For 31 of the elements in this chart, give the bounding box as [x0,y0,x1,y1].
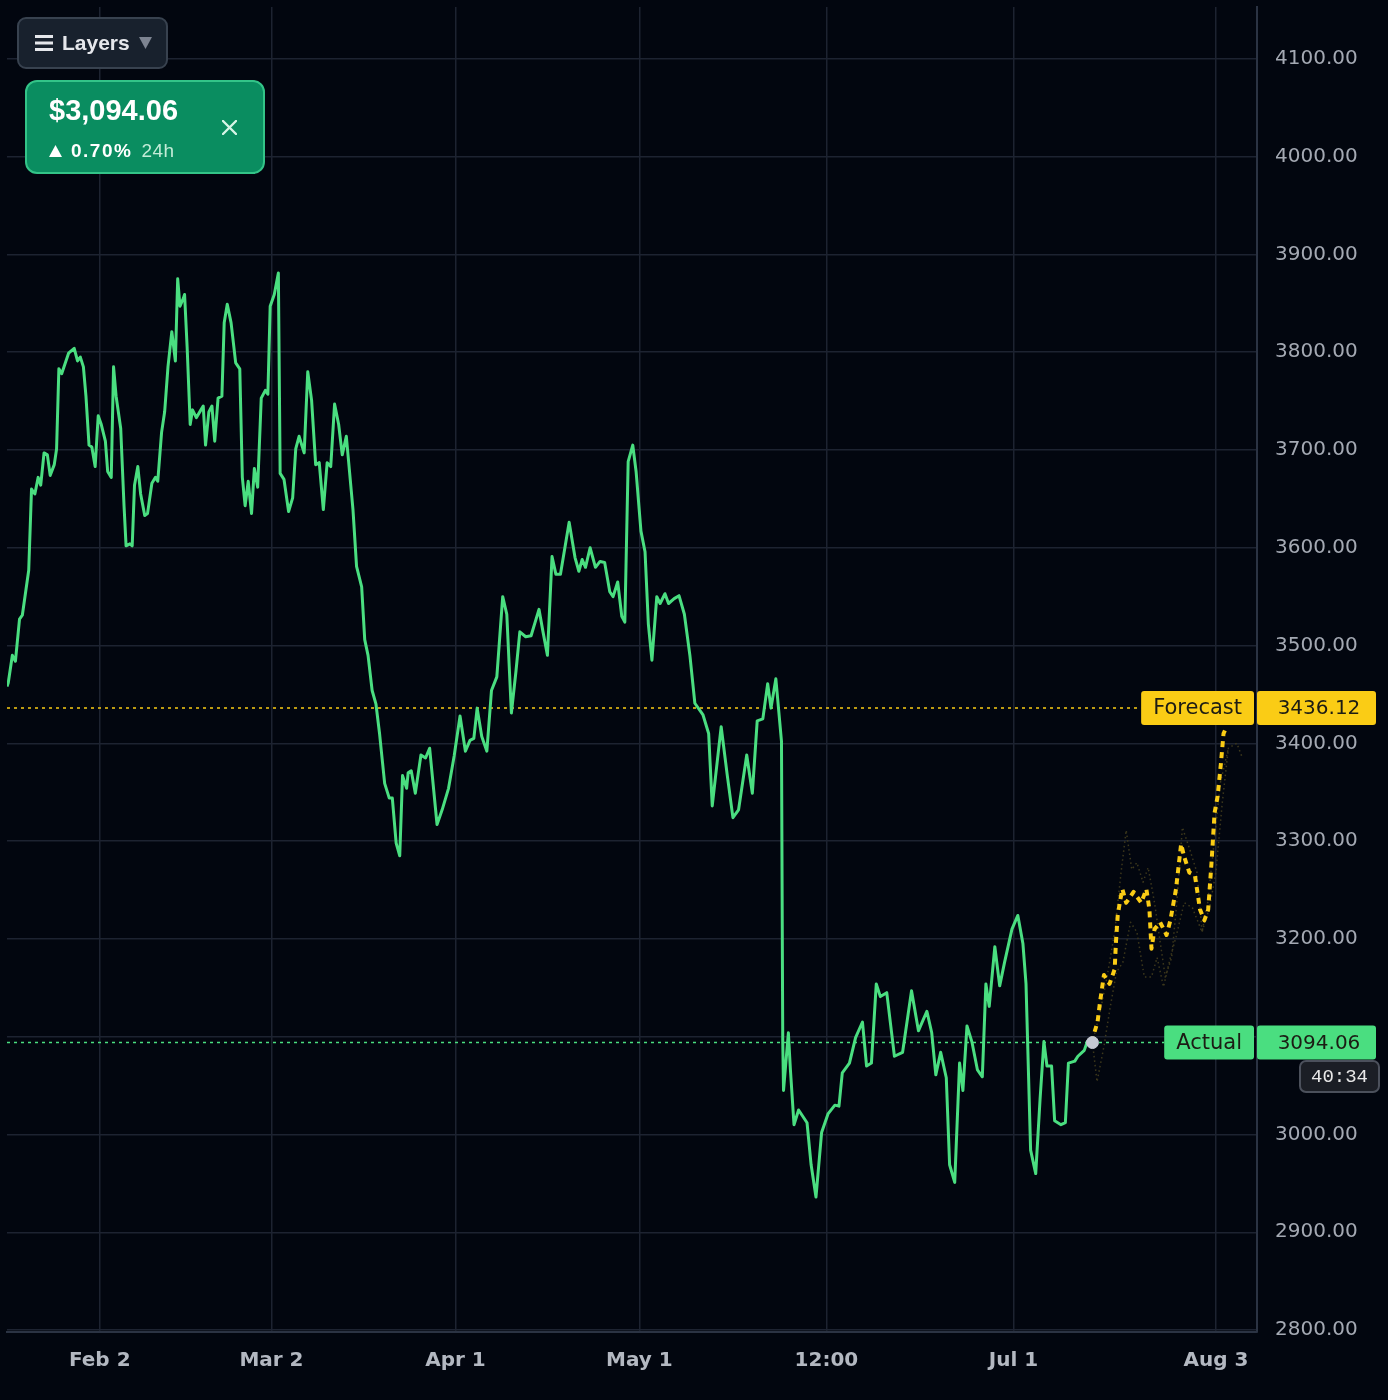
y-tick-label: 4000.00 [1275,142,1358,167]
annotation: 24h [141,140,175,162]
y-tick-label: 2800.00 [1275,1316,1358,1341]
y-tick-label: 3900.00 [1275,240,1358,265]
x-tick-label: May 1 [606,1347,673,1372]
x-tick-label: Feb 2 [68,1347,131,1372]
ref-line-label: Forecast [1153,695,1243,720]
y-tick-label: 3200.00 [1275,925,1358,950]
text: 3094.06 [1277,1029,1361,1054]
timer-box: 40:34 [1299,1060,1380,1093]
x-tick-label: 12:00 [794,1347,859,1372]
y-tick-label: 3500.00 [1275,631,1358,656]
x-tick-label: Apr 1 [425,1347,486,1372]
text: 3436.12 [1277,695,1361,720]
price-card: $3,094.06 0.70% 24h [25,80,265,174]
annotation: 0.70% [71,140,133,162]
y-tick-label: 3700.00 [1275,436,1358,461]
y-tick-label: 3400.00 [1275,729,1358,754]
dropdown-button: Layers [17,17,168,69]
y-tick-label: 2900.00 [1275,1218,1358,1243]
y-tick-label: 3300.00 [1275,827,1358,852]
y-tick-label: 4100.00 [1275,45,1358,70]
x-tick-label: Mar 2 [239,1347,304,1372]
x-tick-label: Jul 1 [986,1347,1039,1372]
y-tick-label: 3000.00 [1275,1120,1358,1145]
ref-line-label: Actual [1176,1029,1242,1054]
annotation: $3,094.06 [49,94,179,127]
annotation: Layers [62,31,130,55]
y-tick-label: 3600.00 [1275,533,1358,558]
x-tick-label: Aug 3 [1183,1347,1249,1372]
y-tick-label: 3800.00 [1275,338,1358,363]
